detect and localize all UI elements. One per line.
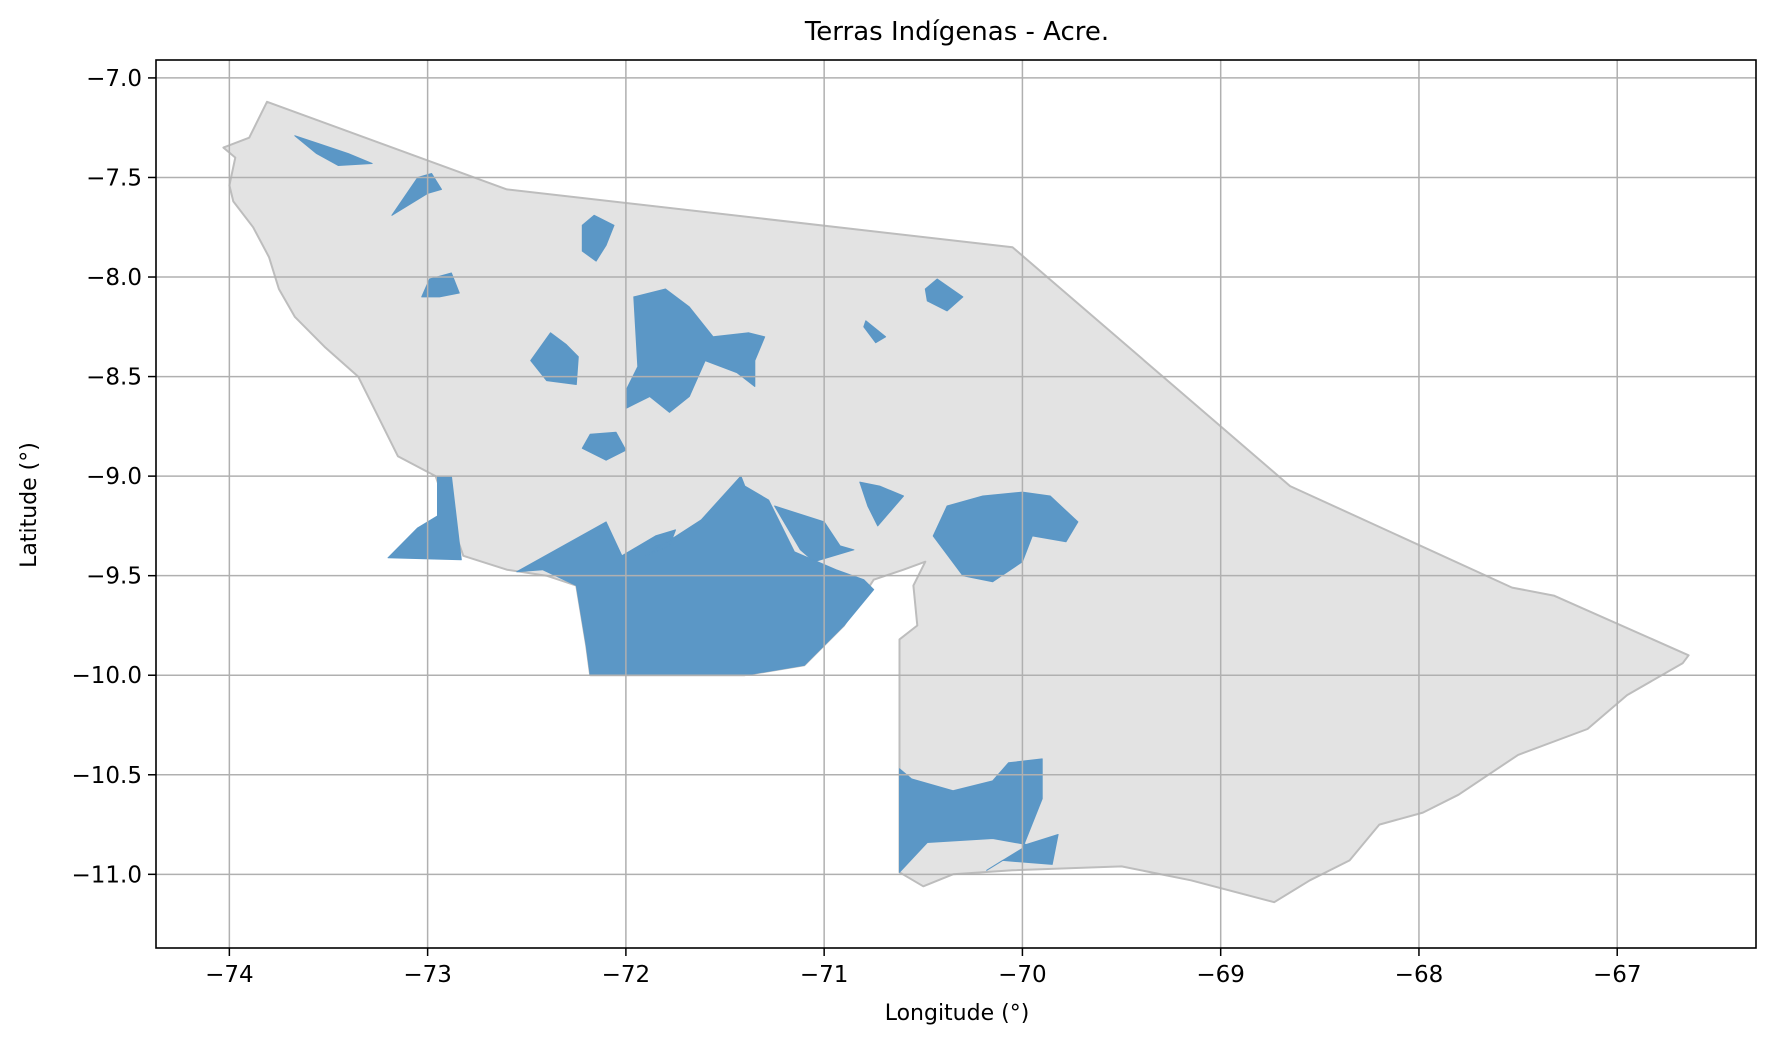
axes-frame (155, 59, 1757, 949)
y-tick-label: −10.0 (72, 663, 142, 689)
x-tick-label: −72 (602, 962, 651, 988)
indigenous-land-13 (932, 491, 1079, 583)
y-tick-label: −8.5 (86, 365, 142, 391)
y-tick-label: −8.0 (86, 265, 142, 291)
indigenous-land-1 (294, 135, 373, 166)
y-tick-label: −7.0 (86, 66, 142, 92)
indigenous-land-8 (863, 320, 887, 344)
y-tick-label: −9.0 (86, 464, 142, 490)
indigenous-land-5 (530, 332, 579, 385)
y-tick-label: −11.0 (72, 862, 142, 888)
x-tick-label: −69 (1196, 962, 1245, 988)
x-tick-label: −70 (998, 962, 1047, 988)
plot-area: −74 −73 −72 −71 −70 −69 −68 −67 −7.0 −7.5 −8.0 −8.5… (72, 59, 1757, 988)
x-tick-label: −73 (403, 962, 452, 988)
indigenous-land-7 (581, 431, 627, 461)
x-axis-label: Longitude (°) (885, 1001, 1030, 1026)
indigenous-land-3 (581, 214, 615, 262)
y-axis-label: Latitude (°) (17, 442, 42, 568)
y-tick-label: −10.5 (72, 763, 142, 789)
x-tick-label: −71 (800, 962, 849, 988)
y-tick-label: −7.5 (86, 165, 142, 191)
indigenous-land-2 (391, 173, 442, 216)
x-tick-label: −67 (1593, 962, 1642, 988)
state-outline-acre (222, 100, 1690, 904)
y-tick-label: −9.5 (86, 564, 142, 590)
indigenous-land-9 (924, 278, 964, 312)
x-tick-label: −68 (1395, 962, 1444, 988)
indigenous-land-15 (899, 758, 1059, 873)
indigenous-land-10 (859, 481, 904, 527)
chart-title: Terras Indígenas - Acre. (804, 17, 1109, 47)
x-tick-label: −74 (205, 962, 254, 988)
